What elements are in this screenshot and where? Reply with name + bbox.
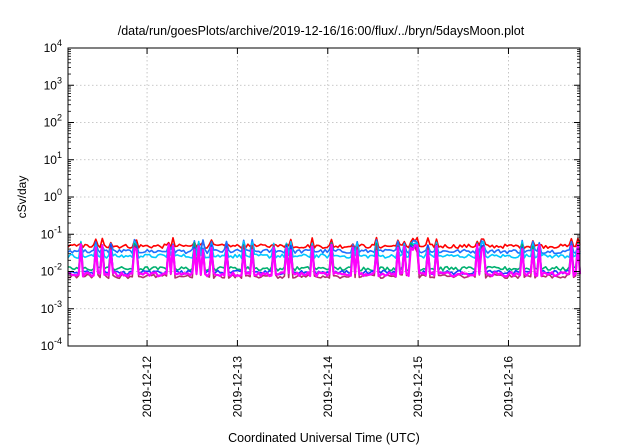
y-tick-label: 103 [44, 75, 62, 92]
series-line [67, 238, 581, 255]
axis-ticks: 10-4 10-3 10-2 10-1 100 101 102 103 104 2019-12-1… [41, 38, 580, 417]
y-tick-label: 100 [44, 187, 62, 204]
y-tick-label: 10-3 [41, 299, 62, 316]
chart-title: /data/run/goesPlots/archive/2019-12-16/1… [118, 24, 525, 38]
x-tick-label: 2019-12-13 [230, 356, 244, 418]
x-axis-label: Coordinated Universal Time (UTC) [228, 431, 420, 445]
series-line [67, 241, 581, 272]
x-tick-label: 2019-12-14 [321, 356, 335, 418]
y-tick-label: 10-4 [41, 336, 62, 353]
y-axis-label: cSv/day [15, 176, 29, 219]
x-tick-label: 2019-12-12 [140, 356, 154, 418]
x-tick-label: 2019-12-15 [411, 356, 425, 418]
y-tick-label: 104 [44, 38, 62, 55]
x-tick-label: 2019-12-16 [501, 356, 515, 418]
series-line [67, 240, 581, 259]
y-tick-label: 102 [44, 113, 62, 130]
series-line [67, 236, 581, 250]
series-lines [67, 236, 582, 280]
grid [68, 48, 580, 346]
series-line [67, 243, 582, 278]
series-line [67, 244, 581, 280]
y-tick-label: 101 [44, 150, 62, 167]
y-tick-label: 10-2 [41, 262, 62, 279]
y-tick-label: 10-1 [41, 224, 62, 241]
